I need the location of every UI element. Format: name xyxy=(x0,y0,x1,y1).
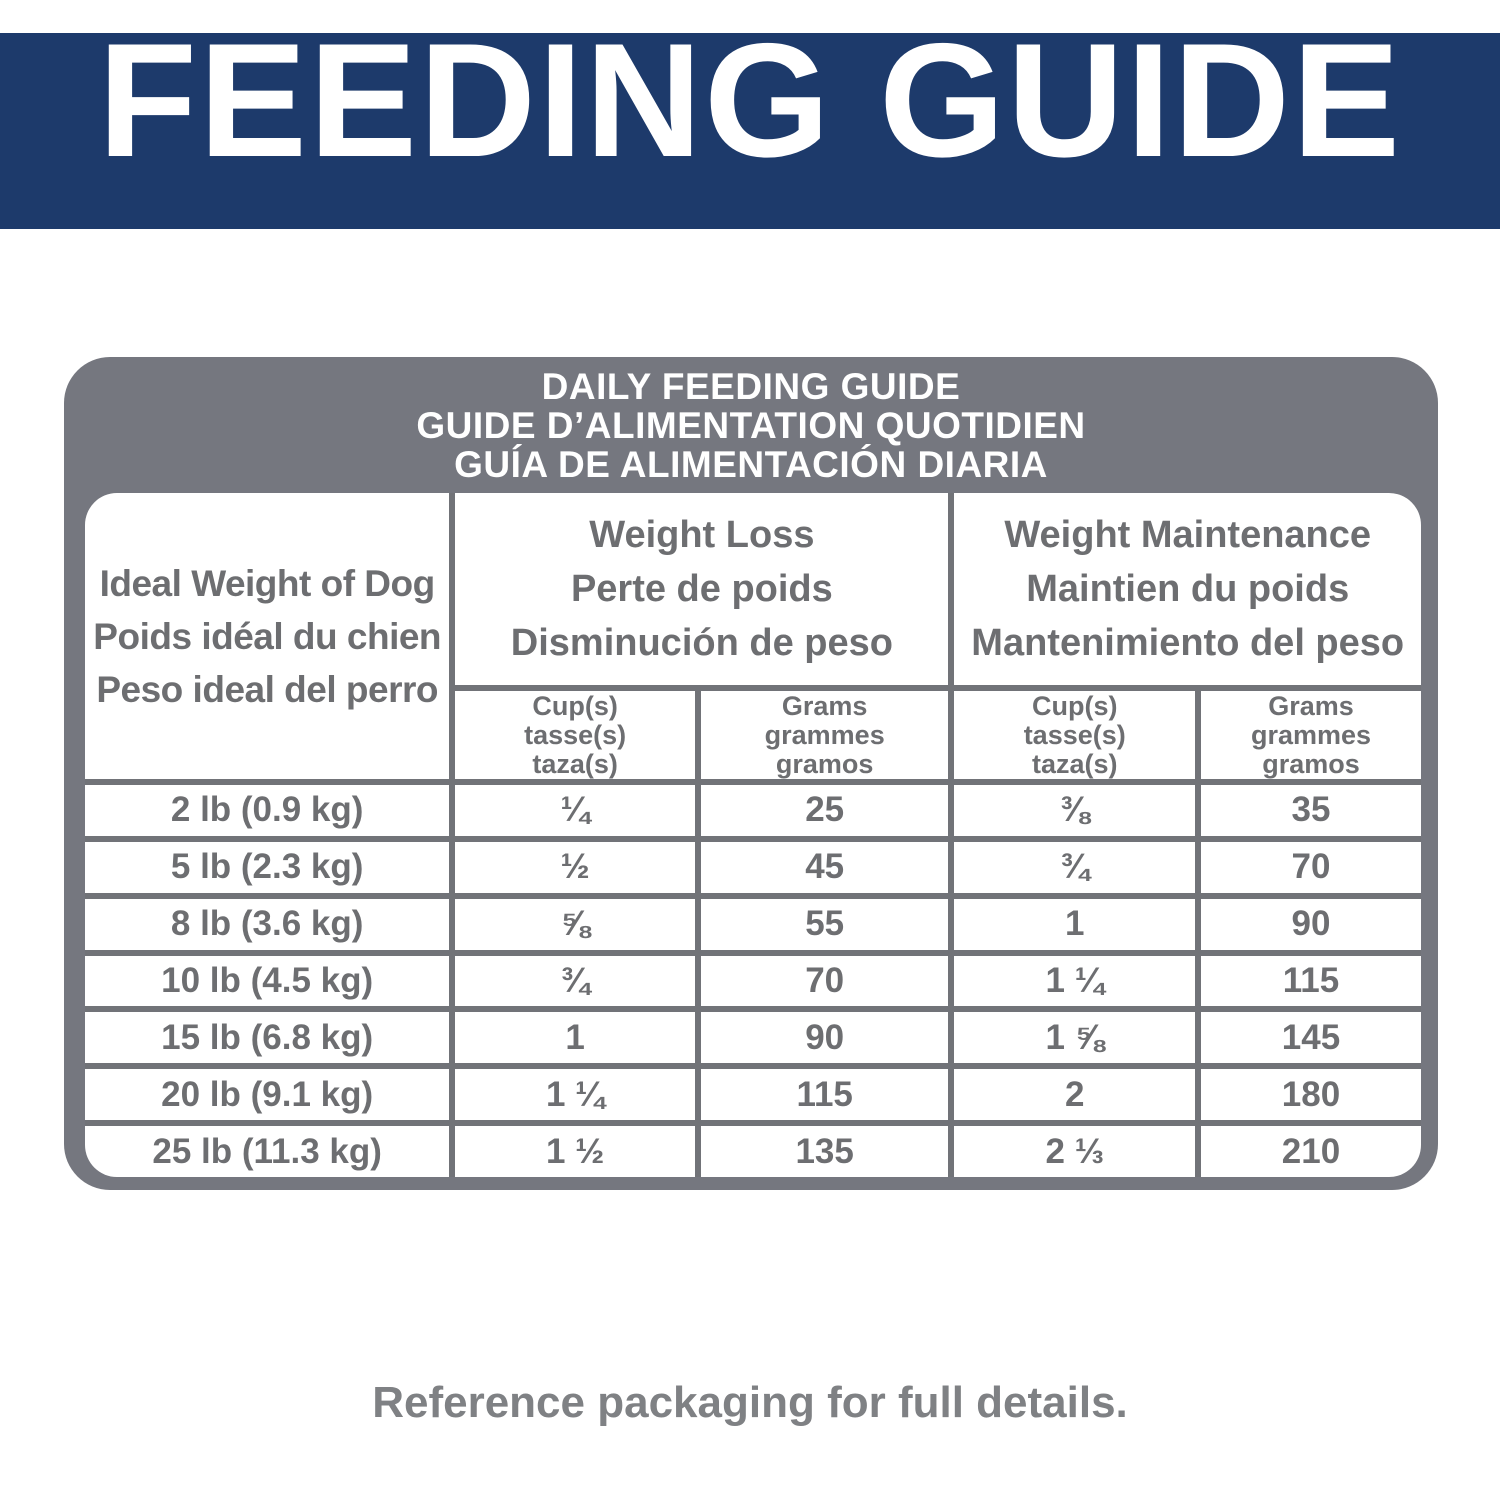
panel-title: DAILY FEEDING GUIDE GUIDE D’ALIMENTATION… xyxy=(416,366,1086,485)
table-row-loss-cups: 1 ¼ xyxy=(455,1069,695,1121)
table-row-maint-grams: 210 xyxy=(1201,1126,1421,1177)
feeding-table: Ideal Weight of Dog Poids idéal du chien… xyxy=(85,493,1421,1177)
table-row-maint-grams: 115 xyxy=(1201,955,1421,1007)
table-row-weight: 2 lb (0.9 kg) xyxy=(85,785,450,836)
table-row-loss-cups: 1 xyxy=(455,1012,695,1064)
table-row-loss-grams: 90 xyxy=(700,1012,949,1064)
table-row-maint-cups: ⅜ xyxy=(954,785,1196,836)
table-row-loss-cups: ⅝ xyxy=(455,898,695,950)
table-row-maint-grams: 35 xyxy=(1201,785,1421,836)
table-row-maint-grams: 145 xyxy=(1201,1012,1421,1064)
feeding-guide-banner: FEEDING GUIDE xyxy=(0,10,1500,229)
page-title: FEEDING GUIDE xyxy=(97,10,1403,191)
table-row-maint-grams: 70 xyxy=(1201,841,1421,893)
table-row-loss-grams: 25 xyxy=(700,785,949,836)
table-row-loss-grams: 70 xyxy=(700,955,949,1007)
table-row-maint-cups: 1 ¼ xyxy=(954,955,1196,1007)
table-row-weight: 10 lb (4.5 kg) xyxy=(85,955,450,1007)
table-row-weight: 5 lb (2.3 kg) xyxy=(85,841,450,893)
table-row-loss-grams: 45 xyxy=(700,841,949,893)
column-header-ideal-weight: Ideal Weight of Dog Poids idéal du chien… xyxy=(85,493,450,779)
table-row-loss-cups: 1 ½ xyxy=(455,1126,695,1177)
table-row-maint-cups: ¾ xyxy=(954,841,1196,893)
column-group-weight-maintenance: Weight Maintenance Maintien du poids Man… xyxy=(954,493,1421,685)
subheader-maint-cups: Cup(s) tasse(s) taza(s) xyxy=(954,691,1196,779)
table-row-maint-grams: 90 xyxy=(1201,898,1421,950)
footer-note: Reference packaging for full details. xyxy=(372,1378,1128,1427)
daily-feeding-guide-panel: DAILY FEEDING GUIDE GUIDE D’ALIMENTATION… xyxy=(64,357,1438,1190)
table-row-weight: 15 lb (6.8 kg) xyxy=(85,1012,450,1064)
table-row-weight: 20 lb (9.1 kg) xyxy=(85,1069,450,1121)
subheader-loss-cups: Cup(s) tasse(s) taza(s) xyxy=(455,691,695,779)
table-row-maint-cups: 1 xyxy=(954,898,1196,950)
table-row-maint-cups: 2 ⅓ xyxy=(954,1126,1196,1177)
subheader-loss-grams: Grams grammes gramos xyxy=(700,691,949,779)
table-row-loss-cups: ¾ xyxy=(455,955,695,1007)
table-row-loss-cups: ½ xyxy=(455,841,695,893)
table-row-loss-grams: 135 xyxy=(700,1126,949,1177)
table-row-maint-cups: 2 xyxy=(954,1069,1196,1121)
subheader-maint-grams: Grams grammes gramos xyxy=(1201,691,1421,779)
column-group-weight-loss: Weight Loss Perte de poids Disminución d… xyxy=(455,493,949,685)
table-row-weight: 25 lb (11.3 kg) xyxy=(85,1126,450,1177)
table-row-weight: 8 lb (3.6 kg) xyxy=(85,898,450,950)
table-row-loss-cups: ¼ xyxy=(455,785,695,836)
table-row-loss-grams: 55 xyxy=(700,898,949,950)
table-row-maint-grams: 180 xyxy=(1201,1069,1421,1121)
table-row-loss-grams: 115 xyxy=(700,1069,949,1121)
table-row-maint-cups: 1 ⅝ xyxy=(954,1012,1196,1064)
